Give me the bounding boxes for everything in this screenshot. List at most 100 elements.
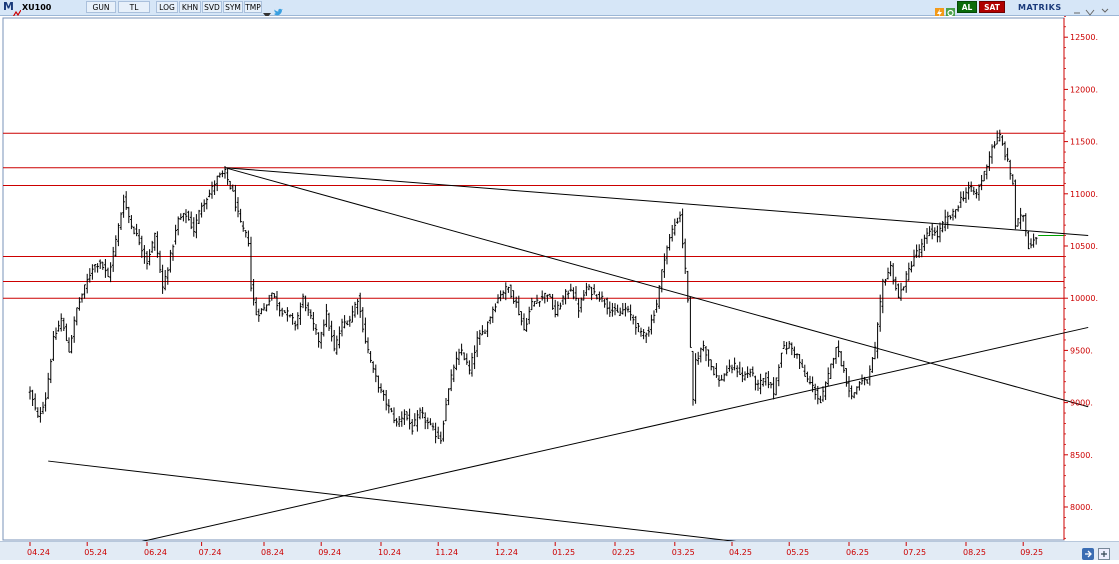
ohlc-bar xyxy=(465,353,469,365)
ohlc-bar xyxy=(826,367,830,387)
ohlc-bar xyxy=(850,385,853,400)
ohlc-bar xyxy=(330,320,333,342)
ohlc-bar xyxy=(923,234,926,251)
currency-button[interactable]: TL xyxy=(118,1,150,13)
ohlc-bar xyxy=(928,226,931,237)
ohlc-bar xyxy=(873,341,877,360)
x-tick-label: 06.24 xyxy=(144,548,167,557)
sym-button[interactable]: SYM xyxy=(223,1,243,13)
ohlc-bar xyxy=(475,331,479,358)
scroll-right-icon[interactable] xyxy=(1082,545,1094,560)
ohlc-bar xyxy=(858,381,861,391)
x-tick-label: 09.25 xyxy=(1020,548,1043,557)
ohlc-bar xyxy=(166,267,170,285)
price-chart[interactable]: 8000. 8500. 9000. 9500. 10000. 10500. 11000. 11… xyxy=(0,16,1119,541)
daily-button[interactable]: GUN xyxy=(86,1,116,13)
ohlc-bar xyxy=(774,377,778,396)
buy-button[interactable]: AL xyxy=(957,1,977,13)
ohlc-bar xyxy=(824,381,827,401)
ohlc-bar xyxy=(418,407,422,420)
ohlc-bar xyxy=(995,130,999,145)
ohlc-bar xyxy=(106,267,110,278)
ohlc-bar xyxy=(62,317,66,331)
ohlc-bar xyxy=(520,311,523,326)
ohlc-bar xyxy=(637,323,640,333)
x-tick-label: 04.24 xyxy=(27,548,50,557)
tmp-button[interactable]: TMP xyxy=(244,1,262,13)
x-tick-label: 03.25 xyxy=(672,548,695,557)
ohlc-bar xyxy=(683,238,687,274)
ohlc-bar xyxy=(897,283,900,299)
trendline[interactable] xyxy=(40,326,1089,541)
ohlc-bar xyxy=(447,388,450,406)
ohlc-bar xyxy=(213,180,216,196)
ohlc-bar xyxy=(158,250,162,273)
ohlc-bar xyxy=(795,353,799,359)
ohlc-bar xyxy=(109,262,112,283)
ohlc-bar xyxy=(327,312,331,331)
ohlc-bar xyxy=(387,399,391,414)
ohlc-bar xyxy=(855,386,859,395)
ohlc-bar xyxy=(969,181,973,192)
ohlc-bar xyxy=(954,209,957,219)
ohlc-bar xyxy=(566,290,570,299)
ohlc-bar xyxy=(930,223,934,240)
refresh-icon[interactable] xyxy=(946,3,955,18)
ohlc-bar xyxy=(527,306,531,325)
ohlc-bar xyxy=(163,270,167,291)
ohlc-bar xyxy=(39,407,42,423)
ohlc-bar xyxy=(577,298,580,318)
sell-button[interactable]: SAT xyxy=(979,1,1005,13)
dropdown-arrow-icon[interactable] xyxy=(263,4,271,18)
x-tick-label: 05.25 xyxy=(786,548,809,557)
window-controls[interactable] xyxy=(1072,3,1116,16)
ohlc-bar xyxy=(894,276,898,291)
ohlc-bar xyxy=(553,299,557,318)
ohlc-bar xyxy=(104,259,107,278)
ohlc-bar xyxy=(101,261,105,270)
y-tick-label: 10000. xyxy=(1070,294,1098,303)
ohlc-bar xyxy=(260,308,263,315)
ohlc-bar xyxy=(631,314,635,325)
khn-button[interactable]: KHN xyxy=(179,1,201,13)
ohlc-bar xyxy=(712,366,716,376)
ohlc-bar xyxy=(421,407,424,419)
trendline[interactable] xyxy=(224,167,1089,237)
chart-type-icon[interactable] xyxy=(12,3,22,18)
ohlc-bar xyxy=(907,262,911,281)
lightning-icon[interactable] xyxy=(935,3,944,18)
ohlc-bar xyxy=(80,293,84,303)
ohlc-bar xyxy=(899,282,903,301)
tweet-icon[interactable] xyxy=(273,3,283,16)
symbol-label[interactable]: XU100 xyxy=(22,3,52,12)
x-tick-label: 07.25 xyxy=(903,548,926,557)
x-tick-label: 06.25 xyxy=(846,548,869,557)
ohlc-bar xyxy=(852,392,856,399)
zoom-icon[interactable] xyxy=(1098,545,1110,560)
ohlc-bar xyxy=(236,197,240,218)
ohlc-bar xyxy=(257,308,261,322)
svd-button[interactable]: SVD xyxy=(202,1,222,13)
trendline[interactable] xyxy=(48,460,932,541)
ohlc-bar xyxy=(200,202,203,218)
y-tick-label: 12000. xyxy=(1070,85,1098,94)
ohlc-bar xyxy=(512,290,515,304)
ohlc-bar xyxy=(673,218,677,236)
ohlc-bar xyxy=(585,282,588,296)
ohlc-bar xyxy=(975,188,978,199)
ohlc-bar xyxy=(787,340,791,349)
ohlc-bar xyxy=(390,407,393,413)
trendline[interactable] xyxy=(224,167,1089,408)
ohlc-bar xyxy=(652,310,656,324)
log-scale-button[interactable]: LOG xyxy=(156,1,178,13)
ohlc-bar xyxy=(639,327,643,337)
ohlc-bar xyxy=(221,170,224,178)
ohlc-bar xyxy=(478,329,482,346)
ohlc-bar xyxy=(345,320,349,326)
ohlc-bar xyxy=(967,181,970,200)
ohlc-bar xyxy=(249,236,253,292)
ohlc-bar xyxy=(972,186,976,196)
y-tick-label: 11000. xyxy=(1070,190,1098,199)
ohlc-bar xyxy=(384,389,388,411)
ohlc-bar xyxy=(148,249,151,266)
